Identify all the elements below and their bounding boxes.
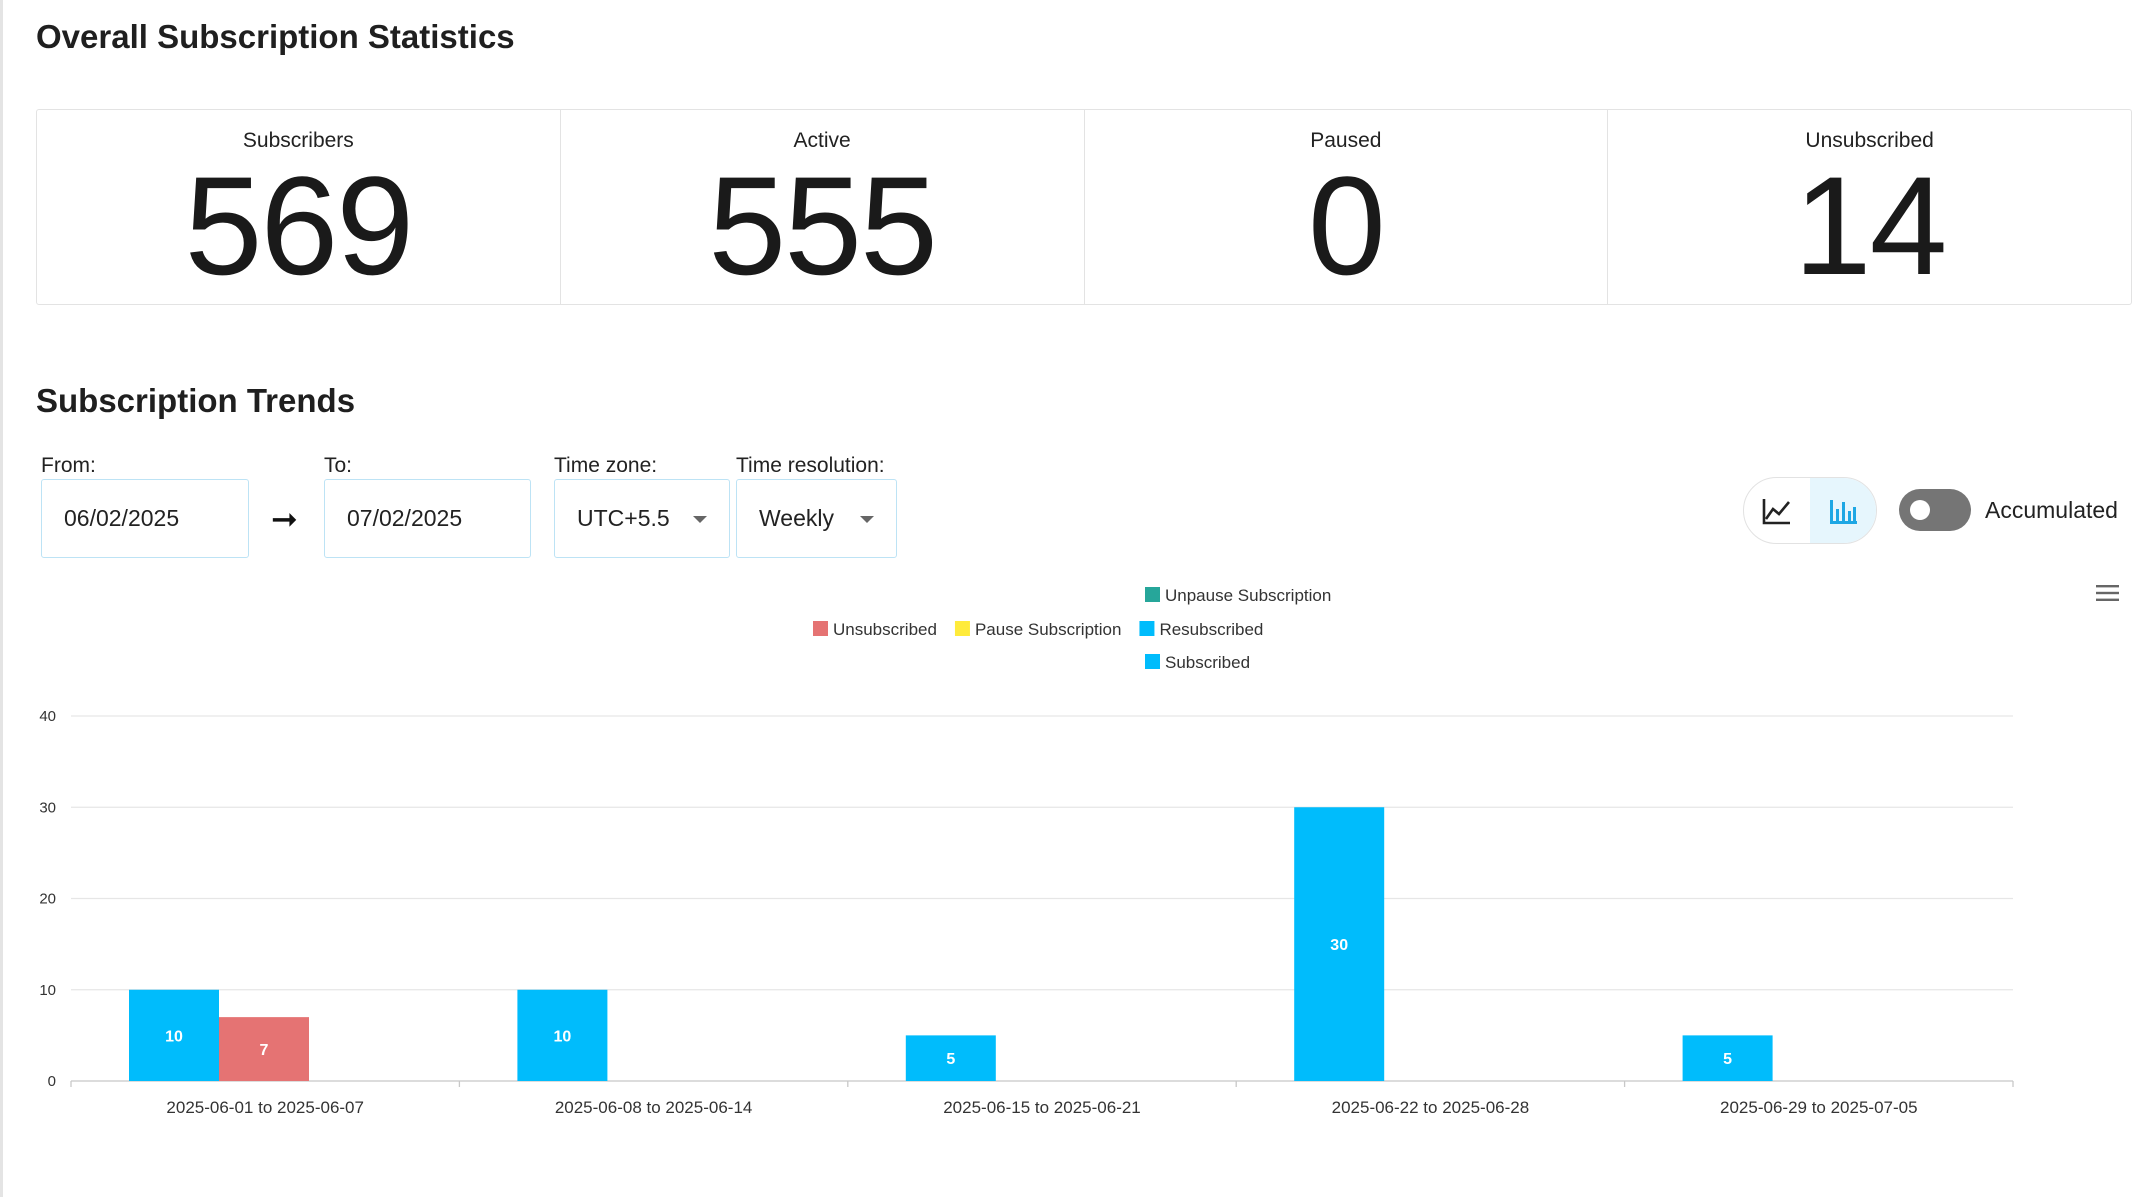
caret-down-icon: [860, 516, 874, 523]
x-tick-label: 2025-06-15 to 2025-06-21: [943, 1098, 1141, 1117]
y-tick-label: 10: [39, 982, 56, 999]
y-tick-label: 20: [39, 891, 56, 908]
x-tick-label: 2025-06-29 to 2025-07-05: [1720, 1098, 1918, 1117]
chart-view-toggle: [1743, 477, 1877, 544]
data-label: 10: [554, 1028, 572, 1045]
x-tick-label: 2025-06-08 to 2025-06-14: [555, 1098, 753, 1117]
to-date-field[interactable]: [324, 479, 531, 558]
from-date-field[interactable]: [41, 479, 249, 558]
bar-subscribed: [517, 989, 608, 1081]
stat-label: Unsubscribed: [1805, 129, 1934, 152]
legend-item: Unsubscribed: [833, 620, 937, 639]
from-date-input[interactable]: [64, 505, 214, 532]
accumulated-label: Accumulated: [1985, 497, 2118, 523]
resolution-select[interactable]: Weekly: [736, 479, 897, 558]
data-label: 7: [260, 1042, 269, 1059]
y-tick-label: 0: [48, 1073, 56, 1090]
stat-card-subscribers: Subscribers 569: [37, 110, 561, 304]
bar-subscribed: [129, 989, 219, 1081]
legend-swatch: [1139, 621, 1155, 636]
hamburger-menu-icon[interactable]: [2096, 584, 2119, 602]
timezone-value: UTC+5.5: [577, 505, 670, 531]
resolution-value: Weekly: [759, 505, 834, 531]
stat-value: 555: [708, 147, 938, 304]
stats-title: Overall Subscription Statistics: [36, 18, 515, 55]
toggle-knob: [1910, 500, 1930, 520]
timezone-label: Time zone:: [554, 454, 658, 477]
bar-view-button[interactable]: [1810, 478, 1876, 543]
data-label: 10: [165, 1028, 183, 1045]
bar-subscribed: [1682, 1035, 1773, 1081]
arrow-right-icon: ➞: [271, 501, 298, 537]
bar-unsubscribed: [219, 1017, 309, 1081]
legend-item: Unpause Subscription: [1165, 586, 1331, 605]
from-label: From:: [41, 454, 96, 477]
stat-label: Subscribers: [242, 129, 354, 152]
timezone-select[interactable]: UTC+5.5: [554, 479, 730, 558]
stat-label: Paused: [1310, 129, 1382, 152]
line-chart-icon: [1762, 498, 1790, 524]
legend-swatch: [1145, 587, 1160, 602]
stat-value: 0: [1307, 147, 1386, 304]
stat-card-paused: Paused 0: [1085, 110, 1609, 304]
x-tick-label: 2025-06-01 to 2025-06-07: [166, 1098, 364, 1117]
legend-swatch: [1145, 654, 1160, 669]
legend-item: Resubscribed: [1159, 620, 1263, 639]
bar-chart-icon: [1830, 499, 1857, 524]
stat-label: Active: [793, 129, 851, 152]
stat-card-unsubscribed: Unsubscribed 14: [1608, 110, 2131, 304]
legend-swatch: [954, 621, 970, 636]
legend-item: Subscribed: [1165, 653, 1250, 672]
subscription-trends-chart: 0 10 20 30 40 2025-06-01 to 2025-06-07 10 7 2025…: [39, 586, 2014, 1117]
caret-down-icon: [693, 516, 707, 523]
data-label: 30: [1330, 937, 1348, 954]
stat-card-active: Active 555: [561, 110, 1085, 304]
legend-item: Pause Subscription: [975, 620, 1121, 639]
accumulated-toggle[interactable]: [1899, 489, 1971, 531]
bar-subscribed: [905, 1035, 996, 1081]
bar-subscribed: [1294, 807, 1385, 1081]
legend-swatch: [813, 621, 828, 636]
to-label: To:: [324, 454, 353, 477]
data-label: 5: [946, 1051, 955, 1068]
data-label: 5: [1723, 1051, 1732, 1068]
y-tick-label: 30: [39, 799, 56, 816]
stat-value: 14: [1793, 147, 1948, 304]
y-tick-label: 40: [39, 708, 56, 725]
to-date-input[interactable]: [347, 505, 497, 532]
x-tick-label: 2025-06-22 to 2025-06-28: [1332, 1098, 1530, 1117]
line-view-button[interactable]: [1744, 478, 1810, 543]
trends-title: Subscription Trends: [36, 382, 356, 419]
stat-value: 569: [184, 147, 415, 304]
resolution-label: Time resolution:: [736, 454, 885, 477]
stats-cards: Subscribers 569 Active 555 Paused 0 Unsu…: [36, 109, 2132, 305]
